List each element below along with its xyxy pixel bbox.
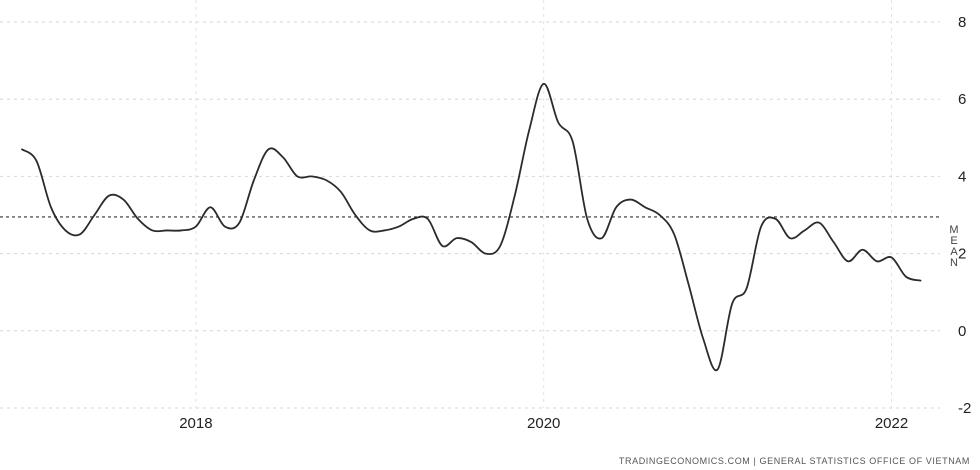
x-tick-label: 2020 — [527, 415, 560, 432]
x-tick-label: 2022 — [875, 415, 908, 432]
y-tick-label: 4 — [958, 168, 966, 185]
y-tick-label: 0 — [958, 323, 966, 340]
mean-label-letter: N — [950, 257, 958, 269]
mean-label-letter: M — [949, 224, 958, 236]
x-axis-ticks: 2018 2020 2022 — [179, 415, 908, 432]
y-tick-label: 2 — [958, 246, 966, 263]
x-tick-label: 2018 — [179, 415, 212, 432]
y-tick-label: -2 — [958, 400, 971, 417]
y-tick-label: 6 — [958, 91, 966, 108]
mean-label-letter: A — [950, 246, 958, 258]
y-tick-label: 8 — [958, 14, 966, 31]
series-line — [21, 82, 922, 372]
source-credit: TRADINGECONOMICS.COM | GENERAL STATISTIC… — [619, 456, 970, 466]
grid — [0, 0, 940, 409]
mean-label-letter: E — [950, 235, 957, 247]
y-axis-ticks: -2 0 2 4 6 8 — [958, 14, 971, 417]
